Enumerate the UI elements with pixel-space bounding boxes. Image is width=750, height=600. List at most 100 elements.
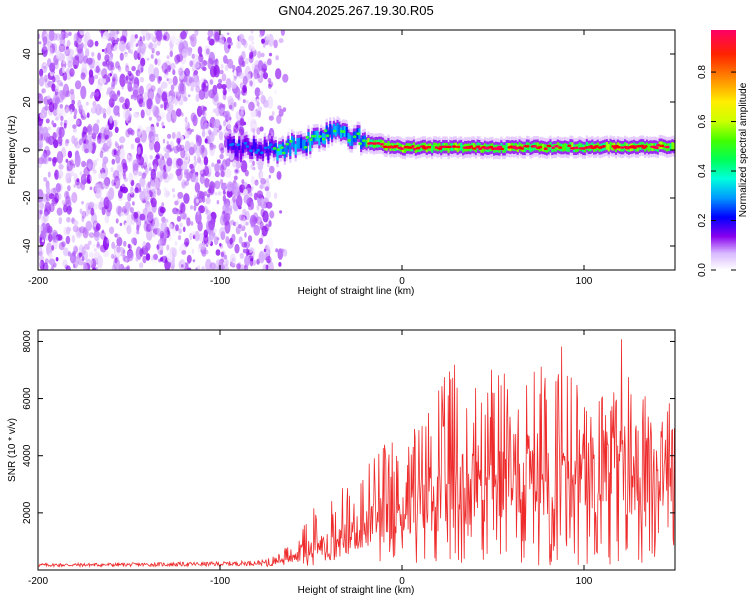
heatmap-noise-cell [199, 161, 204, 166]
heatmap-noise-cell [54, 74, 60, 83]
heatmap-noise-cell [239, 117, 244, 126]
heatmap-noise-cell [88, 232, 95, 239]
heatmap-noise-cell [128, 172, 133, 183]
heatmap-noise-cell [109, 90, 116, 100]
heatmap-noise-cell [255, 184, 259, 188]
heatmap-noise-cell [125, 65, 130, 73]
heatmap-noise-cell [215, 249, 221, 256]
heatmap-noise-cell [213, 266, 219, 270]
heatmap-noise-cell [125, 63, 129, 68]
heatmap-noise-cell [61, 241, 66, 248]
heatmap-noise-cell [166, 55, 170, 59]
heatmap-noise-cell [166, 144, 172, 150]
heatmap-noise-cell [225, 152, 228, 156]
heatmap-noise-cell [116, 233, 121, 239]
heatmap-band-mid [529, 144, 532, 153]
heatmap-noise-cell [147, 181, 151, 188]
heatmap-noise-cell [258, 170, 264, 180]
heatmap-noise-cell [233, 101, 237, 108]
heatmap-noise-cell [60, 115, 64, 122]
heatmap-noise-cell [194, 194, 197, 199]
heatmap-band-mid [296, 138, 299, 149]
heatmap-noise-cell [268, 115, 274, 121]
heatmap-noise-cell [247, 229, 250, 234]
heatmap-noise-cell [278, 262, 282, 267]
heatmap-noise-cell [109, 115, 113, 124]
heatmap-noise-cell [142, 101, 146, 108]
heatmap-noise-cell [66, 205, 72, 215]
heatmap-noise-cell [71, 235, 76, 243]
heatmap-noise-cell [54, 169, 59, 180]
heatmap-noise-cell [80, 42, 84, 49]
heatmap-noise-cell [86, 112, 90, 118]
heatmap-noise-cell [180, 30, 187, 40]
heatmap-noise-cell [67, 60, 74, 68]
heatmap-xlabel: Height of straight line (km) [298, 286, 415, 297]
heatmap-noise-cell [77, 252, 82, 260]
heatmap-noise-cell [56, 207, 63, 216]
heatmap-noise-cell [143, 130, 147, 136]
heatmap-noise-cell [258, 70, 264, 81]
heatmap-noise-cell [103, 196, 110, 210]
heatmap-noise-cell [38, 251, 43, 257]
heatmap-noise-cell [224, 168, 232, 178]
heatmap-noise-cell [114, 175, 121, 189]
heatmap-noise-cell [93, 251, 101, 261]
heatmap-noise-cell [62, 60, 66, 64]
heatmap-band-mid [673, 142, 675, 151]
heatmap-band-mid [234, 145, 237, 157]
heatmap-noise-cell [129, 186, 134, 195]
heatmap-band-core [412, 147, 417, 151]
heatmap-noise-cell [238, 236, 243, 244]
heatmap-noise-cell [199, 174, 205, 184]
heatmap-noise-cell [277, 248, 284, 260]
heatmap-noise-cell [49, 47, 53, 55]
heatmap-noise-cell [126, 153, 130, 158]
heatmap-noise-cell [209, 79, 214, 85]
heatmap-noise-cell [225, 236, 230, 245]
heatmap-noise-cell [129, 107, 132, 112]
heatmap-noise-cell [60, 126, 64, 130]
heatmap-noise-cell [72, 56, 80, 69]
heatmap-noise-cell [104, 124, 110, 131]
heatmap-band-core [254, 151, 259, 154]
heatmap-noise-cell [91, 51, 95, 57]
heatmap-noise-cell [214, 192, 218, 196]
heatmap-noise-cell [130, 94, 134, 100]
snr-marks [38, 339, 675, 568]
heatmap-noise-cell [96, 241, 100, 248]
heatmap-noise-cell [258, 237, 264, 245]
heatmap-noise-cell [256, 73, 261, 79]
heatmap-noise-cell [181, 250, 187, 255]
heatmap-noise-cell [196, 198, 199, 204]
heatmap-noise-cell [65, 158, 69, 163]
heatmap-noise-cell [116, 30, 120, 35]
heatmap-noise-cell [107, 32, 112, 43]
heatmap-noise-cell [162, 138, 166, 144]
heatmap-noise-cell [142, 185, 146, 190]
heatmap-band-core [438, 145, 446, 149]
heatmap-noise-cell [139, 176, 146, 187]
heatmap-noise-cell [62, 66, 66, 74]
heatmap-band-core [653, 146, 660, 150]
heatmap-noise-cell [68, 31, 72, 37]
heatmap-noise-cell [116, 91, 121, 95]
heatmap-noise-cell [47, 41, 53, 47]
heatmap-noise-cell [218, 78, 223, 84]
heatmap-noise-cell [101, 229, 105, 234]
heatmap-band-mid [473, 143, 476, 151]
heatmap-noise-cell [58, 242, 65, 251]
heatmap-noise-cell [176, 158, 184, 167]
heatmap-noise-cell [123, 266, 127, 270]
heatmap-noise-cell [176, 143, 182, 152]
heatmap-noise-cell [93, 159, 98, 167]
heatmap-noise-cell [225, 259, 229, 266]
heatmap-band-mid [329, 124, 332, 135]
heatmap-noise-cell [271, 111, 275, 117]
heatmap-noise-cell [170, 84, 175, 91]
heatmap-noise-cell [39, 98, 43, 102]
heatmap-noise-cell [149, 167, 152, 172]
heatmap-noise-cell [162, 170, 168, 180]
heatmap-noise-cell [156, 122, 159, 127]
heatmap-noise-cell [237, 72, 245, 79]
